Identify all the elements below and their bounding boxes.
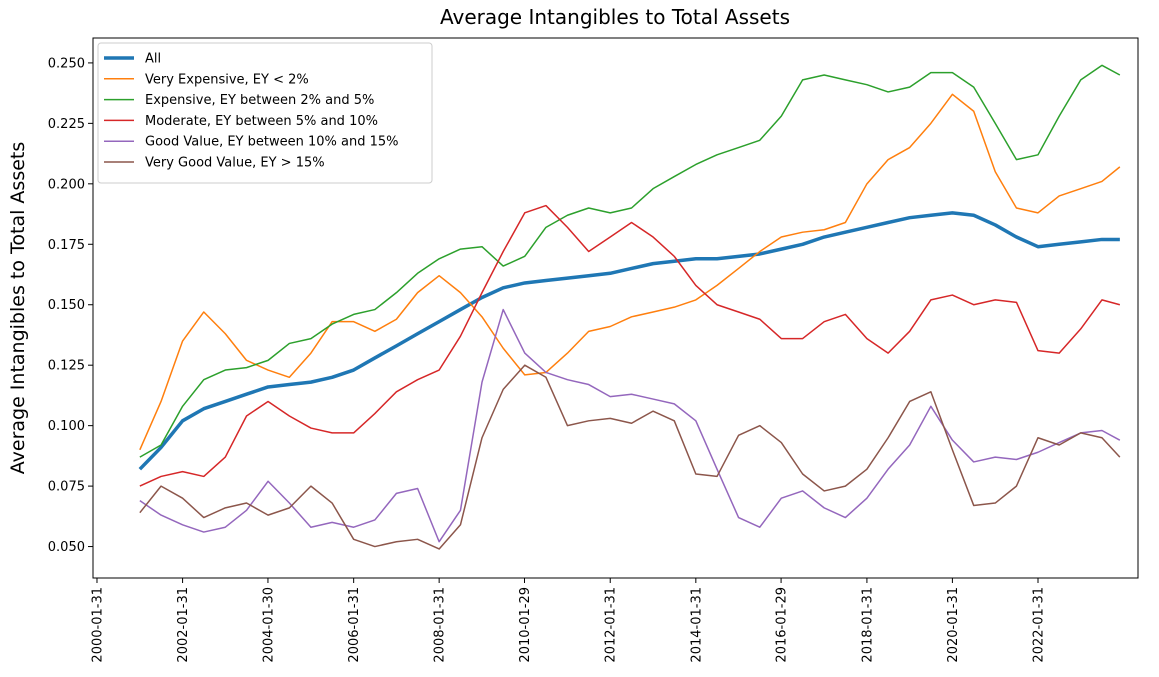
series-line: [139, 93, 1121, 451]
y-tick-label: 0.250: [48, 56, 85, 71]
x-tick-label: 2008-01-31: [433, 587, 448, 663]
y-tick-label: 0.050: [48, 540, 85, 555]
legend-label: Very Expensive, EY < 2%: [145, 72, 309, 87]
series-line: [139, 308, 1121, 543]
series-line: [139, 64, 1121, 458]
series-line: [138, 211, 1120, 471]
chart-title: Average Intangibles to Total Assets: [440, 5, 790, 29]
y-tick-label: 0.225: [48, 117, 85, 132]
legend-label: Very Good Value, EY > 15%: [145, 156, 325, 171]
x-tick-label: 2004-01-30: [261, 587, 276, 663]
plot-frame: [92, 37, 1139, 579]
y-tick-label: 0.200: [48, 177, 85, 192]
y-axis-label: Average Intangibles to Total Assets: [7, 142, 29, 475]
x-tick-label: 2020-01-31: [946, 587, 961, 663]
x-tick-label: 2010-01-29: [518, 587, 533, 663]
y-tick-label: 0.175: [48, 238, 85, 253]
series-line: [139, 204, 1121, 487]
y-tick-label: 0.075: [48, 480, 85, 495]
legend: All Very Expensive, EY < 2% Expensive, EY …: [97, 42, 433, 184]
x-tick-label: 2016-01-29: [775, 587, 790, 663]
legend-label: Good Value, EY between 10% and 15%: [145, 135, 398, 150]
x-tick-label: 2000-01-31: [90, 587, 105, 663]
legend-label: All: [145, 52, 161, 67]
legend-label: Moderate, EY between 5% and 10%: [145, 114, 378, 129]
legend-label: Expensive, EY between 2% and 5%: [145, 93, 374, 108]
x-tick-label: 2012-01-31: [604, 587, 619, 663]
x-tick-label: 2006-01-31: [347, 587, 362, 663]
legend-box: [97, 42, 433, 184]
series-line: [139, 364, 1121, 550]
y-tick-label: 0.125: [48, 359, 85, 374]
x-tick-label: 2022-01-31: [1031, 587, 1046, 663]
x-tick-label: 2018-01-31: [860, 587, 875, 663]
y-tick-label: 0.100: [48, 419, 85, 434]
x-tick-label: 2002-01-31: [176, 587, 191, 663]
y-tick-label: 0.150: [48, 298, 85, 313]
x-tick-label: 2014-01-31: [689, 587, 704, 663]
